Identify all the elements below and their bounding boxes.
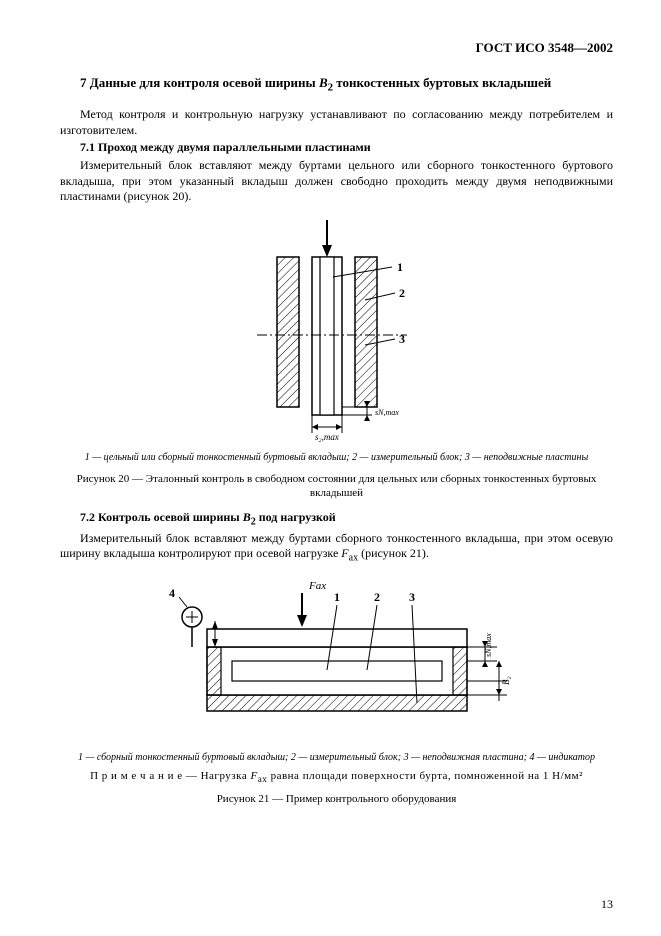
- svg-text:4: 4: [169, 586, 175, 600]
- svg-text:3: 3: [409, 590, 415, 604]
- figure-21: Fax 4 1: [60, 575, 613, 806]
- section-7-title: 7 Данные для контроля осевой ширины B2 т…: [60, 74, 613, 95]
- s72-title-var: B: [243, 510, 251, 524]
- figure-20-legend-text: 1 — цельный или сборный тонкостенный бур…: [85, 452, 588, 463]
- section-7-1-p1: Измерительный блок вставляют между бурта…: [60, 158, 613, 205]
- section-7-2-title: 7.2 Контроль осевой ширины B2 под нагруз…: [60, 510, 613, 528]
- figure-20-caption: Рисунок 20 — Эталонный контроль в свобод…: [60, 472, 613, 501]
- svg-text:3: 3: [399, 332, 405, 346]
- figure-21-svg: Fax 4 1: [137, 575, 537, 745]
- page-number: 13: [601, 897, 613, 912]
- figure-20-legend: 1 — цельный или сборный тонкостенный бур…: [60, 451, 613, 464]
- svg-text:2: 2: [399, 286, 405, 300]
- svg-text:sN,max: sN,max: [375, 408, 399, 417]
- s72-p1-var: F: [341, 546, 348, 560]
- note-a: П р и м е ч а н и е — Нагрузка: [90, 770, 250, 782]
- s72-title-a: 7.2 Контроль осевой ширины: [80, 510, 243, 524]
- title-part-a: 7 Данные для контроля осевой ширины: [80, 75, 319, 90]
- figure-21-legend-text: 1 — сборный тонкостенный буртовый вклады…: [78, 752, 595, 763]
- svg-text:1: 1: [334, 590, 340, 604]
- figure-21-legend: 1 — сборный тонкостенный буртовый вклады…: [60, 751, 613, 764]
- s72-p1-a: Измерительный блок вставляют между бурта…: [60, 531, 613, 561]
- svg-text:Fax: Fax: [308, 580, 326, 592]
- note-var: F: [250, 770, 257, 782]
- s72-p1-sub: ax: [349, 553, 358, 564]
- section-7-1-title: 7.1 Проход между двумя параллельными пла…: [60, 140, 613, 156]
- figure-21-note: П р и м е ч а н и е — Нагрузка Fax равна…: [60, 770, 613, 784]
- section-7-2-p1: Измерительный блок вставляют между бурта…: [60, 531, 613, 565]
- section-7-intro: Метод контроля и контрольную нагрузку ус…: [60, 107, 613, 138]
- figure-21-caption: Рисунок 21 — Пример контрольного оборудо…: [60, 792, 613, 806]
- figure-20: 1 2 3 s₂,max sN,max 1 — цельный или сбор…: [60, 215, 613, 501]
- svg-text:2: 2: [374, 590, 380, 604]
- svg-text:sN,max: sN,max: [484, 633, 493, 657]
- note-b: равна площади поверхности бурта, помноже…: [267, 770, 583, 782]
- s72-p1-b: (рисунок 21).: [358, 546, 429, 560]
- svg-text:B₂: B₂: [501, 676, 511, 685]
- figure-20-svg: 1 2 3 s₂,max sN,max: [217, 215, 457, 445]
- note-sub: ax: [258, 774, 268, 784]
- page: ГОСТ ИСО 3548—2002 7 Данные для контроля…: [0, 0, 661, 936]
- s72-title-b: под нагрузкой: [256, 510, 336, 524]
- title-var: B: [319, 75, 328, 90]
- document-id: ГОСТ ИСО 3548—2002: [60, 40, 613, 56]
- title-part-b: тонкостенных буртовых вкладышей: [333, 75, 551, 90]
- svg-text:s₂,max: s₂,max: [315, 432, 339, 442]
- svg-text:1: 1: [397, 260, 403, 274]
